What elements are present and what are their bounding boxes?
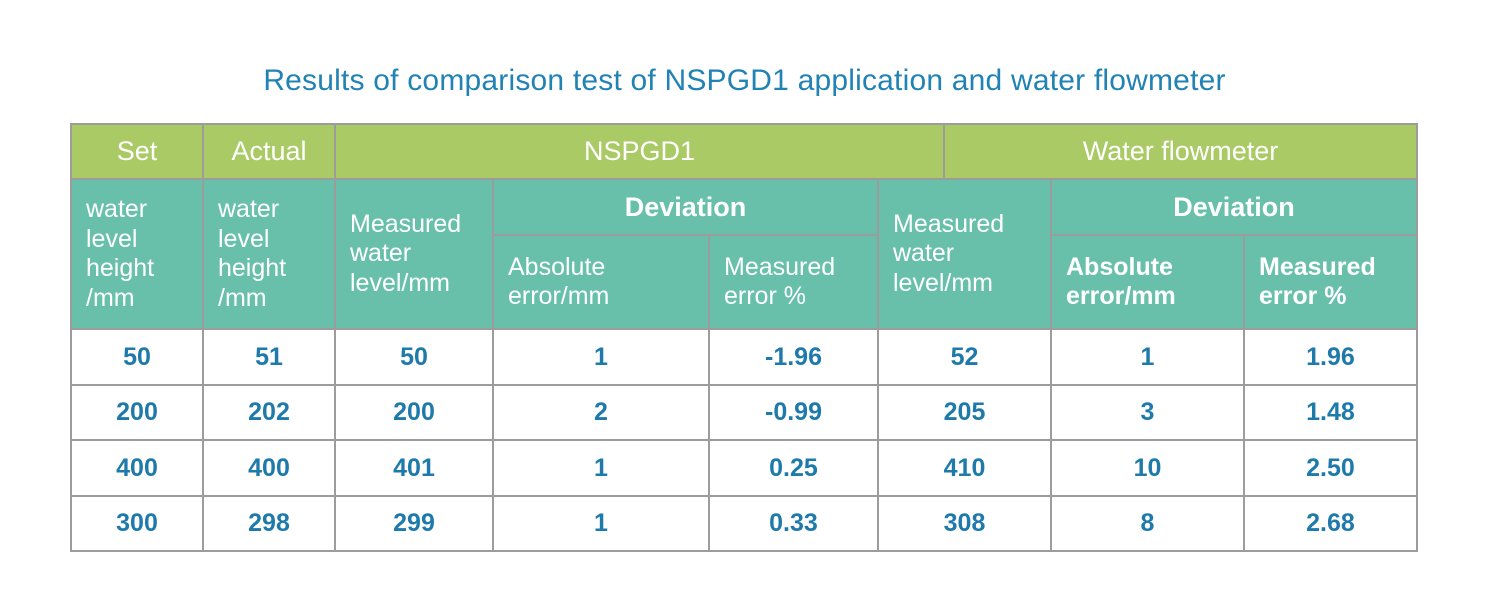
row2-nspgd1-measured-value: 200 <box>336 386 492 439</box>
table-title: Results of comparison test of NSPGD1 app… <box>263 64 1226 97</box>
column-header-nspgd1-absolute-error: Absolute error/mm <box>494 236 708 328</box>
row4-nspgd1-measured-error-value: 0.33 <box>710 497 877 550</box>
row4-flowmeter-absolute-error-value: 8 <box>1052 497 1243 550</box>
row1-nspgd1-measured-value: 50 <box>336 330 492 384</box>
row4-actual-value: 298 <box>204 497 334 550</box>
row1-flowmeter-absolute-error-value: 1 <box>1052 330 1243 384</box>
group-header-water-flowmeter: Water flowmeter <box>945 125 1416 178</box>
column-header-nspgd1-measured-error: Measured error % <box>710 236 877 328</box>
row3-set-value: 400 <box>72 441 202 495</box>
row1-flowmeter-measured-error-value: 1.96 <box>1245 330 1416 384</box>
column-header-actual-water-level: water level height /mm <box>204 180 334 328</box>
row3-flowmeter-measured-error-value: 2.50 <box>1245 441 1416 495</box>
row1-set-value: 50 <box>72 330 202 384</box>
row4-flowmeter-measured-error-value: 2.68 <box>1245 497 1416 550</box>
row3-nspgd1-measured-error-value: 0.25 <box>710 441 877 495</box>
column-header-set-water-level: water level height /mm <box>72 180 202 328</box>
row1-actual-value: 51 <box>204 330 334 384</box>
column-header-flowmeter-deviation: Deviation <box>1052 180 1416 234</box>
row1-nspgd1-absolute-error-value: 1 <box>494 330 708 384</box>
row2-set-value: 200 <box>72 386 202 439</box>
column-header-flowmeter-measured-error: Measured error % <box>1245 236 1416 328</box>
row2-nspgd1-measured-error-value: -0.99 <box>710 386 877 439</box>
row3-nspgd1-absolute-error-value: 1 <box>494 441 708 495</box>
row4-flowmeter-measured-value: 308 <box>879 497 1050 550</box>
row2-flowmeter-measured-value: 205 <box>879 386 1050 439</box>
row1-nspgd1-measured-error-value: -1.96 <box>710 330 877 384</box>
row4-nspgd1-absolute-error-value: 1 <box>494 497 708 550</box>
row2-actual-value: 202 <box>204 386 334 439</box>
row4-nspgd1-measured-value: 299 <box>336 497 492 550</box>
column-header-nspgd1-measured-water-level: Measured water level/mm <box>336 180 492 328</box>
row4-set-value: 300 <box>72 497 202 550</box>
column-header-flowmeter-absolute-error: Absolute error/mm <box>1052 236 1243 328</box>
row3-actual-value: 400 <box>204 441 334 495</box>
row3-flowmeter-absolute-error-value: 10 <box>1052 441 1243 495</box>
group-header-set: Set <box>72 125 202 178</box>
results-table: Set Actual NSPGD1 Water flowmeter water … <box>70 123 1418 552</box>
row3-nspgd1-measured-value: 401 <box>336 441 492 495</box>
row1-flowmeter-measured-value: 52 <box>879 330 1050 384</box>
group-header-nspgd1: NSPGD1 <box>336 125 943 178</box>
column-header-flowmeter-measured-water-level: Measured water level/mm <box>879 180 1050 328</box>
row3-flowmeter-measured-value: 410 <box>879 441 1050 495</box>
row2-flowmeter-measured-error-value: 1.48 <box>1245 386 1416 439</box>
row2-flowmeter-absolute-error-value: 3 <box>1052 386 1243 439</box>
row2-nspgd1-absolute-error-value: 2 <box>494 386 708 439</box>
group-header-actual: Actual <box>204 125 334 178</box>
column-header-nspgd1-deviation: Deviation <box>494 180 877 234</box>
